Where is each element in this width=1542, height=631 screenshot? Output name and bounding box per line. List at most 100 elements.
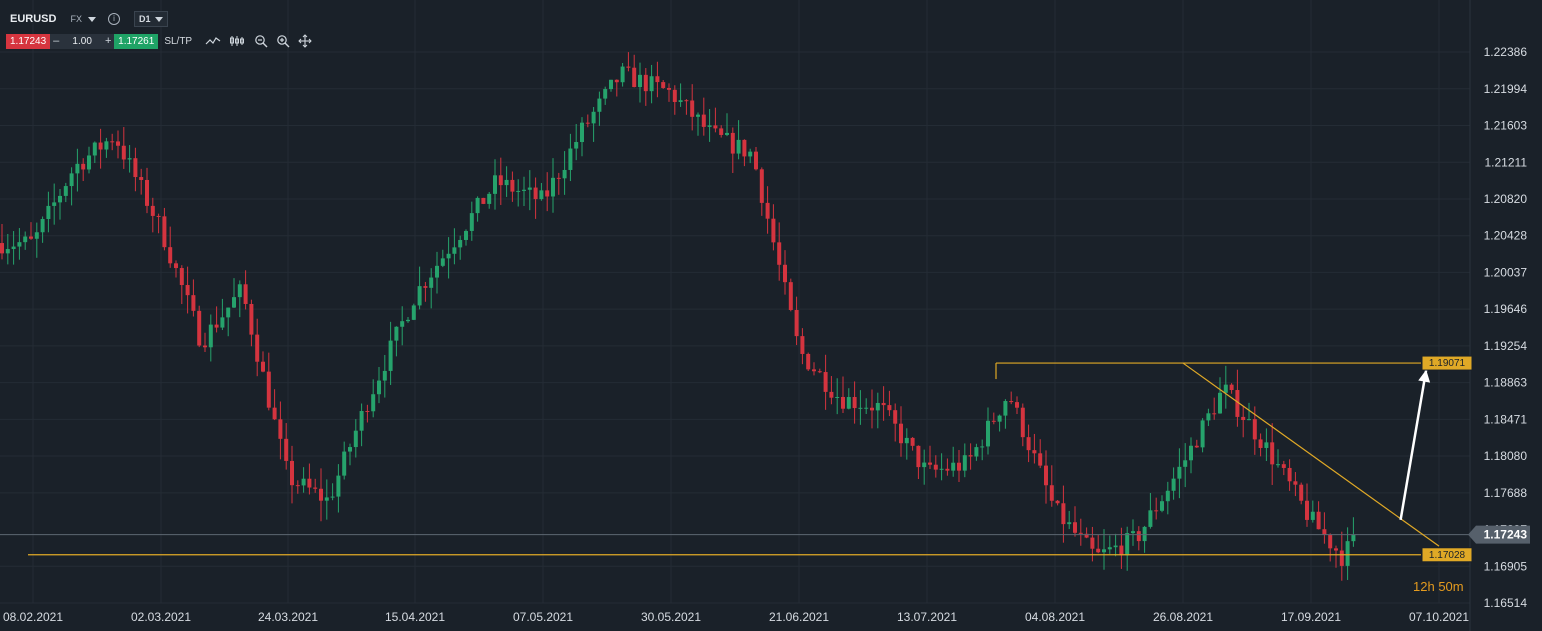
sltp-button[interactable]: SL/TP <box>164 35 193 47</box>
candle-body <box>417 286 422 306</box>
candle-body <box>261 361 265 372</box>
candle-body <box>574 142 579 149</box>
zoom-out-icon[interactable] <box>252 34 270 48</box>
candle-body <box>1270 442 1275 465</box>
candle-body <box>858 407 863 409</box>
symbol-name[interactable]: EURUSD <box>10 13 57 25</box>
candle-body <box>475 197 480 214</box>
candle-body <box>1038 453 1043 466</box>
candle-body <box>568 148 573 170</box>
candle-body <box>655 76 660 83</box>
increase-quantity-button[interactable]: + <box>104 35 112 47</box>
candle-body <box>1026 437 1031 451</box>
candle-body <box>1131 531 1135 534</box>
candle-body <box>1183 460 1188 467</box>
candle-body <box>899 423 903 444</box>
crosshair-icon[interactable] <box>296 34 314 48</box>
candle-body <box>307 478 312 488</box>
candle-body <box>179 268 184 286</box>
info-icon[interactable]: i <box>107 13 120 25</box>
candle-body <box>1264 442 1269 448</box>
candle-body <box>638 74 642 88</box>
candle-body <box>1055 500 1060 504</box>
candle-body <box>1142 526 1147 542</box>
candle-body <box>110 141 115 143</box>
candle-body <box>1206 413 1211 421</box>
sell-button[interactable]: 1.17243 <box>6 33 51 49</box>
candle-body <box>713 125 718 129</box>
price-tick-label: 1.20428 <box>1484 229 1528 243</box>
current-price-label: 1.17243 <box>1484 528 1528 542</box>
candle-body <box>527 187 532 190</box>
candle-body <box>365 411 370 413</box>
candle-body <box>139 177 144 180</box>
candle-body <box>562 169 567 179</box>
candle-body <box>284 438 289 461</box>
candles-icon[interactable] <box>228 34 246 48</box>
candle-body <box>603 89 608 99</box>
current-price-tag <box>1468 525 1530 544</box>
candle-body <box>168 247 173 264</box>
candle-body <box>440 258 445 266</box>
candle-body <box>423 286 428 288</box>
candle-body <box>980 446 985 448</box>
buy-button[interactable]: 1.17261 <box>114 33 159 49</box>
date-tick-label: 15.04.2021 <box>385 610 445 624</box>
candle-body <box>696 114 700 117</box>
decrease-quantity-button[interactable]: – <box>53 35 60 47</box>
candle-body <box>11 246 16 250</box>
candle-body <box>1078 532 1083 534</box>
candle-body <box>1316 511 1321 530</box>
price-tick-label: 1.22386 <box>1484 45 1528 59</box>
candle-body <box>313 487 318 489</box>
axes: 1.22386 1.21994 1.21603 1.21211 1.20820 1.204… <box>3 45 1530 624</box>
candle-body <box>823 372 828 392</box>
price-tick-label: 1.21211 <box>1485 155 1528 169</box>
candle-body <box>40 219 45 233</box>
candle-body <box>1281 464 1286 468</box>
price-tick-label: 1.18471 <box>1484 412 1528 426</box>
zoom-in-icon[interactable] <box>274 34 292 48</box>
candle-body <box>614 79 619 83</box>
candle-body <box>400 321 405 327</box>
candle-body <box>63 186 68 196</box>
candle-body <box>684 100 689 102</box>
candle-body <box>116 141 120 146</box>
countdown-minutes: 50m <box>1438 579 1464 594</box>
candle-body <box>817 371 822 373</box>
date-tick-label: 17.09.2021 <box>1281 610 1341 624</box>
candle-body <box>609 79 613 90</box>
candle-body <box>1223 384 1228 393</box>
support-price-label: 1.17028 <box>1429 550 1466 561</box>
candle-body <box>237 284 242 298</box>
candle-body <box>678 100 683 102</box>
candle-body <box>301 478 306 486</box>
date-tick-label: 07.10.2021 <box>1409 610 1469 624</box>
candle-body <box>458 239 463 248</box>
candle-body <box>1061 503 1066 525</box>
symbol-dropdown-icon[interactable] <box>87 16 96 22</box>
quantity-stepper: – 1.00 + <box>50 33 115 49</box>
resistance-price-label-bg <box>1421 355 1473 371</box>
candle-body <box>174 263 178 269</box>
price-tick-label: 1.19646 <box>1484 302 1528 316</box>
candle-body <box>278 419 283 439</box>
candle-body <box>922 462 927 468</box>
line-chart-icon[interactable] <box>204 34 222 48</box>
candle-body <box>435 265 439 278</box>
candle-body <box>452 247 457 254</box>
candle-body <box>353 430 358 448</box>
candle-body <box>1235 390 1240 417</box>
candle-body <box>371 394 376 412</box>
candle-body <box>185 285 190 296</box>
candle-body <box>446 253 451 259</box>
quantity-field[interactable]: 1.00 <box>72 35 92 47</box>
candle-body <box>1229 384 1234 391</box>
candle-body <box>394 326 399 341</box>
timeframe-select[interactable]: D1 <box>133 11 169 27</box>
candle-body <box>620 66 625 83</box>
candle-body <box>92 142 97 156</box>
candle-body <box>156 215 161 217</box>
date-tick-label: 24.03.2021 <box>258 610 318 624</box>
